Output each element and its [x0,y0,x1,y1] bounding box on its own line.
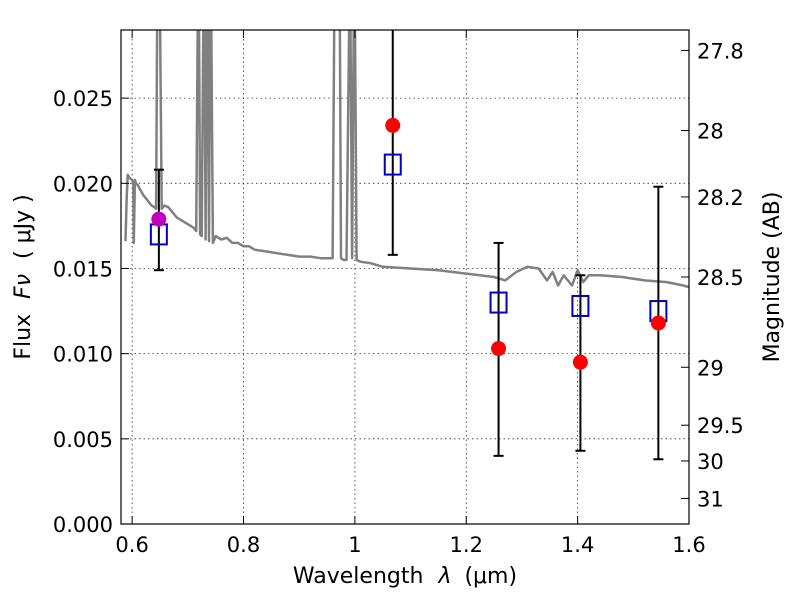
observed-photometry-point [491,341,507,357]
y2-tick-label: 28 [697,120,724,144]
x-tick-label: 0.6 [115,533,148,557]
error-bars-layer [153,30,664,461]
y2-tick-label: 28.2 [697,186,744,210]
y-axis-label: Flux Fν ( μJy ) [11,194,36,359]
y-tick-label: 0.020 [53,172,113,196]
y-tick-label: 0.015 [53,257,113,281]
x-tick-label: 1.6 [672,533,705,557]
x-tick-label: 0.8 [227,533,260,557]
observed-photometry-point [650,315,666,331]
y2-tick-label: 28.5 [697,266,744,290]
x-tick-label: 1.2 [450,533,483,557]
y-tick-label: 0.000 [53,513,113,537]
y2-tick-label: 31 [697,487,724,511]
y-tick-label: 0.005 [53,428,113,452]
y2-tick-label: 30 [697,450,724,474]
y-tick-label: 0.025 [53,87,113,111]
observed-photometry-point [572,354,588,370]
model-sed-layer [124,30,689,289]
y2-tick-label: 29.5 [697,414,744,438]
x-tick-label: 1 [348,533,361,557]
observed-photometry-point [151,211,167,227]
model-photometry-point [383,153,402,176]
observed-photometry-point [385,117,401,133]
model-photometry-point [571,294,590,317]
y2-tick-label: 27.8 [697,39,744,63]
y2-axis-label: Magnitude (AB) [760,192,785,363]
y-tick-label: 0.010 [53,343,113,367]
x-tick-label: 1.4 [561,533,594,557]
x-axis-label: Wavelength λ (μm) [293,564,517,589]
model-sed-curve [124,30,689,289]
axis-ticks: 0.6 0.8 1 1.2 1.4 1.6 0.000 0.005 0.010 0.015 0.02… [53,30,744,557]
model-photometry-point [489,291,508,314]
y2-tick-label: 29 [697,356,724,380]
observed-photometry-layer [151,117,666,370]
